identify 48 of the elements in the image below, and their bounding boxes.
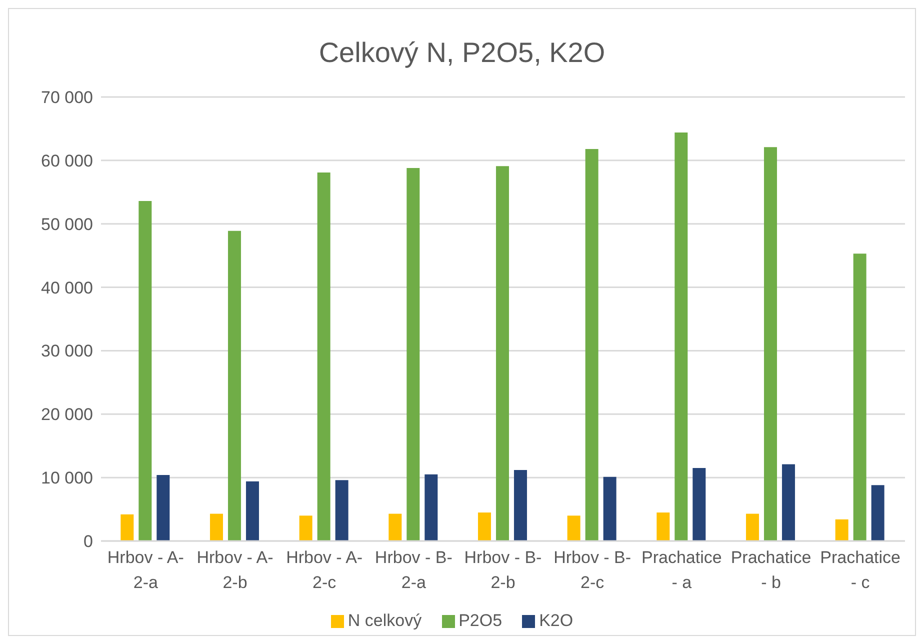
bar bbox=[871, 485, 884, 541]
x-tick-label: Prachatice - b bbox=[730, 548, 812, 592]
x-tick-label: Prachatice - c bbox=[820, 548, 900, 592]
y-tick-label: 60 000 bbox=[41, 151, 93, 170]
bar bbox=[246, 481, 259, 541]
bar bbox=[674, 132, 688, 541]
bar bbox=[603, 476, 616, 541]
bar bbox=[335, 480, 348, 541]
x-tick-label: Hrbov - B-2-a bbox=[374, 548, 452, 592]
chart-title: Celkový N, P2O5, K2O bbox=[318, 37, 606, 70]
bar bbox=[299, 516, 312, 541]
bar bbox=[228, 230, 241, 541]
bar bbox=[835, 519, 848, 541]
y-tick-label: 10 000 bbox=[41, 468, 93, 488]
bar bbox=[317, 172, 330, 541]
x-tick-label: Hrbov - A-2-b bbox=[196, 548, 274, 592]
bar bbox=[746, 514, 759, 541]
bar bbox=[210, 514, 223, 541]
legend-label: K2O bbox=[539, 611, 574, 630]
bar bbox=[138, 201, 152, 541]
bar bbox=[388, 514, 402, 541]
x-tick-label: Prachatice - a bbox=[642, 548, 722, 592]
legend-label: P2O5 bbox=[458, 611, 502, 630]
x-tick-label: Hrbov - A-2-a bbox=[107, 548, 184, 592]
bar bbox=[424, 474, 438, 541]
bar bbox=[156, 475, 170, 541]
x-tick-label: Hrbov - A-2-c bbox=[286, 548, 363, 592]
bar bbox=[406, 168, 420, 541]
bar bbox=[496, 166, 509, 541]
bar bbox=[478, 512, 491, 541]
bar bbox=[853, 254, 866, 541]
bar bbox=[656, 512, 670, 541]
bar bbox=[585, 149, 598, 541]
bar bbox=[782, 464, 795, 541]
y-tick-label: 0 bbox=[84, 532, 93, 552]
y-tick-label: 40 000 bbox=[41, 278, 93, 298]
bar bbox=[567, 516, 580, 541]
legend-label: N celkový bbox=[348, 611, 422, 630]
bar bbox=[692, 468, 706, 541]
y-tick-label: 30 000 bbox=[41, 342, 93, 361]
y-tick-label: 70 000 bbox=[41, 88, 93, 108]
bar bbox=[514, 470, 527, 541]
y-tick-label: 20 000 bbox=[41, 405, 93, 424]
bar bbox=[120, 514, 134, 541]
x-tick-label: Hrbov - B-2-c bbox=[554, 548, 632, 592]
y-tick-label: 50 000 bbox=[41, 214, 93, 234]
x-tick-label: Hrbov - B-2-b bbox=[464, 548, 542, 592]
bar bbox=[764, 147, 777, 541]
